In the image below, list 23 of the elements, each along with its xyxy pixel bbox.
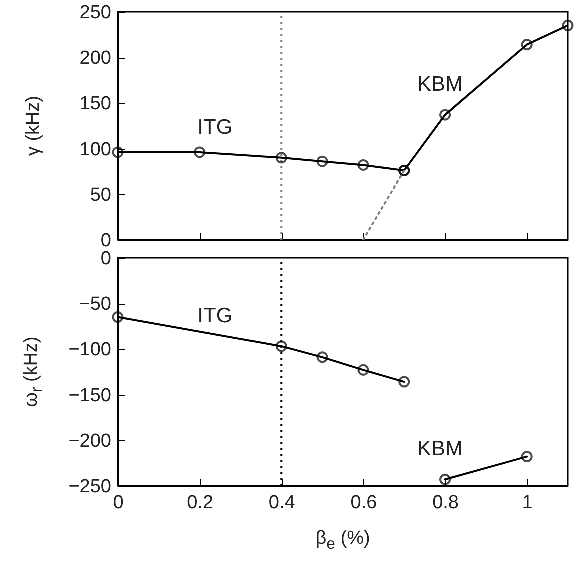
y-tick-label: 50 bbox=[90, 184, 112, 206]
x-tick-label: 1 bbox=[522, 492, 533, 514]
x-tick-label: 0.8 bbox=[432, 492, 459, 514]
x-tick-label: 0.2 bbox=[187, 492, 214, 514]
x-tick-label: 0.6 bbox=[350, 492, 378, 514]
y-tick-label: −250 bbox=[68, 476, 112, 498]
y-tick-label: 0 bbox=[100, 248, 112, 270]
x-axis-title: β$_{e}$ (%) bbox=[316, 528, 370, 554]
y-tick-label: 0 bbox=[100, 230, 112, 252]
y-tick-label: −50 bbox=[79, 294, 112, 316]
series-label: ITG bbox=[198, 116, 233, 139]
series-label: KBM bbox=[417, 438, 463, 461]
y-tick-label: 150 bbox=[80, 94, 112, 115]
y-tick-label: −200 bbox=[68, 430, 112, 452]
series-label: KBM bbox=[417, 73, 463, 96]
y-tick-label: −100 bbox=[68, 340, 112, 361]
y-tick-label: 250 bbox=[80, 2, 112, 24]
y-tick-label: 200 bbox=[80, 48, 112, 70]
y-tick-label: −150 bbox=[68, 385, 112, 406]
y-tick-label: 100 bbox=[80, 139, 112, 160]
y-axis-title: γ (kHz) bbox=[23, 96, 45, 156]
x-tick-label: 0.4 bbox=[268, 492, 296, 514]
series-label: ITG bbox=[198, 304, 233, 328]
